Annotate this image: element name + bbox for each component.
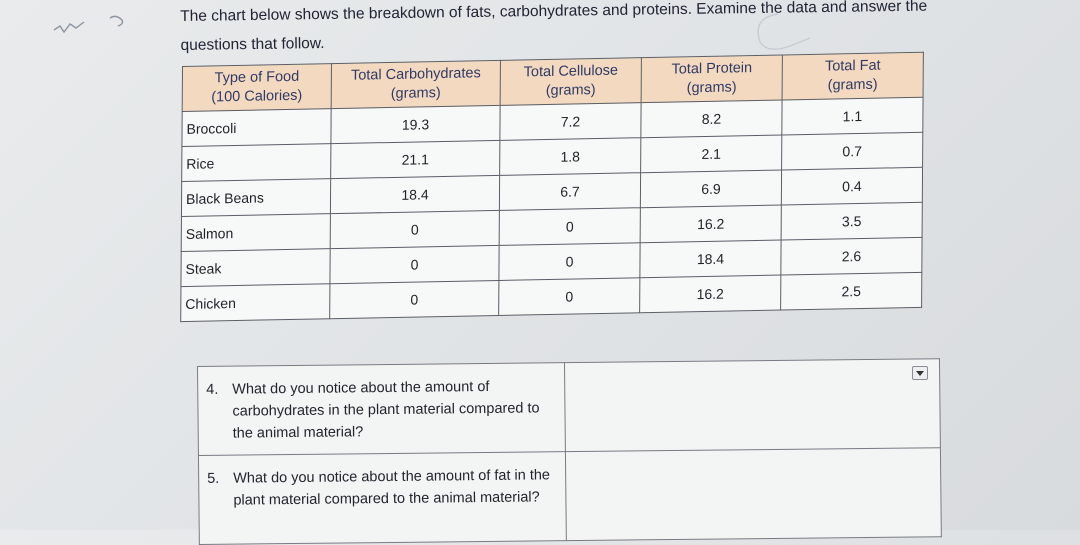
header-type-of-food: Type of Food (100 Calories)	[182, 63, 332, 112]
protein-cell: 16.2	[640, 205, 782, 243]
question-text: What do you notice about the amount of c…	[232, 378, 540, 442]
fat-cell: 3.5	[781, 202, 923, 241]
protein-cell: 6.9	[640, 170, 782, 208]
cellulose-cell: 7.2	[499, 102, 642, 141]
carbohydrates-cell: 0	[329, 245, 500, 284]
intro-text: The chart below shows the breakdown of f…	[180, 0, 928, 54]
nutrition-table: Type of Food (100 Calories) Total Carbohy…	[180, 51, 924, 323]
cellulose-cell: 0	[499, 207, 641, 246]
pen-scribble-icon	[53, 15, 124, 34]
question-4: 4. What do you notice about the amount of…	[197, 362, 566, 456]
carbohydrates-cell: 0	[329, 280, 499, 319]
fat-cell: 2.5	[780, 272, 922, 311]
food-name: Rice	[181, 143, 331, 182]
question-text: What do you notice about the amount of f…	[233, 467, 551, 509]
carbohydrates-cell: 0	[330, 210, 500, 249]
cellulose-cell: 1.8	[499, 137, 641, 176]
carbohydrates-cell: 19.3	[330, 105, 501, 144]
question-number: 5.	[207, 470, 220, 487]
food-name: Black Beans	[181, 178, 331, 217]
carbohydrates-cell: 18.4	[330, 175, 500, 214]
cellulose-cell: 0	[498, 277, 640, 316]
header-total-carbohydrates: Total Carbohydrates (grams)	[331, 60, 501, 109]
answer-field-4[interactable]	[564, 358, 941, 452]
fat-cell: 1.1	[781, 97, 924, 135]
question-5: 5. What do you notice about the amount of…	[198, 451, 567, 545]
pen-mark-icon	[757, 13, 811, 50]
question-number: 4.	[206, 381, 219, 398]
header-total-protein: Total Protein (grams)	[641, 54, 783, 103]
food-name: Steak	[180, 248, 331, 287]
cellulose-cell: 6.7	[499, 172, 641, 211]
fat-cell: 0.7	[781, 132, 923, 171]
fat-cell: 0.4	[781, 167, 923, 206]
answer-field-5[interactable]	[565, 447, 942, 541]
protein-cell: 16.2	[639, 275, 781, 313]
food-name: Salmon	[181, 213, 331, 252]
chevron-down-icon[interactable]	[912, 366, 928, 380]
question-row: 4. What do you notice about the amount of…	[197, 358, 941, 456]
protein-cell: 18.4	[639, 240, 782, 278]
cellulose-cell: 0	[498, 242, 641, 281]
header-total-fat: Total Fat (grams)	[782, 52, 924, 100]
food-name: Broccoli	[181, 108, 332, 147]
food-name: Chicken	[180, 283, 330, 322]
fat-cell: 2.6	[780, 237, 923, 276]
carbohydrates-cell: 21.1	[330, 140, 500, 179]
questions-table: 4. What do you notice about the amount of…	[197, 358, 942, 545]
protein-cell: 2.1	[640, 134, 782, 173]
header-total-cellulose: Total Cellulose (grams)	[500, 57, 642, 106]
protein-cell: 8.2	[640, 99, 783, 138]
